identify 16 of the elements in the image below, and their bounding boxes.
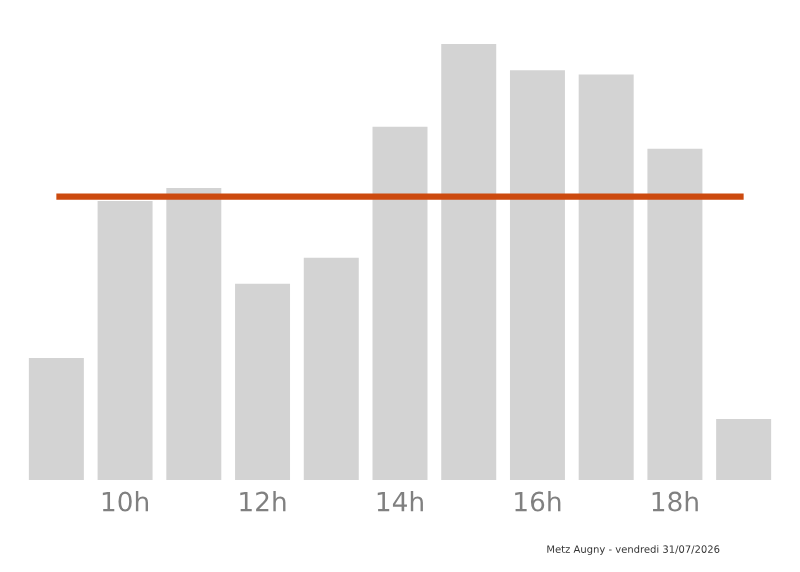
x-tick-label: 16h xyxy=(515,491,561,512)
x-tick-label: 10h xyxy=(102,491,148,512)
bar xyxy=(97,200,153,480)
bar xyxy=(28,357,84,480)
x-tick-label: 12h xyxy=(240,491,286,512)
x-tick-label: 18h xyxy=(652,491,698,512)
bar xyxy=(578,74,634,480)
bar xyxy=(441,44,497,480)
bar xyxy=(303,257,359,480)
x-tick-label: 14h xyxy=(377,491,423,512)
bar xyxy=(166,187,222,480)
bar xyxy=(372,126,428,480)
bar xyxy=(235,283,291,480)
bar xyxy=(716,418,772,480)
bar xyxy=(509,70,565,480)
bar xyxy=(647,148,703,480)
